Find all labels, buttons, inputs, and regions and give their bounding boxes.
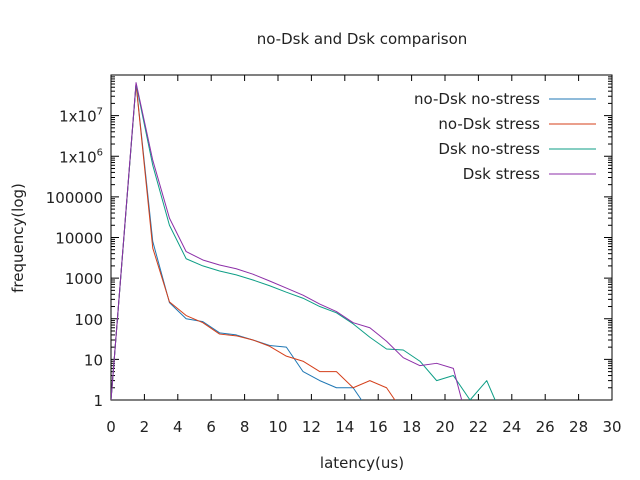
y-tick-label: 1x106: [59, 147, 103, 166]
x-axis-label: latency(us): [320, 454, 404, 472]
legend-label: no-Dsk stress: [438, 115, 540, 133]
x-tick-label: 28: [569, 418, 588, 436]
series-line-no-dsk-stress: [111, 83, 396, 400]
x-tick-label: 2: [140, 418, 150, 436]
series-line-dsk-stress: [111, 82, 463, 400]
legend-label: Dsk stress: [463, 165, 540, 183]
x-tick-label: 10: [268, 418, 287, 436]
x-tick-label: 22: [469, 418, 488, 436]
y-tick-label: 100: [74, 311, 103, 329]
x-tick-label: 26: [536, 418, 555, 436]
x-tick-label: 8: [240, 418, 250, 436]
x-tick-label: 30: [602, 418, 621, 436]
series-line-dsk-no-stress: [111, 83, 496, 400]
series-line-no-dsk-no-stress: [111, 83, 362, 400]
x-tick-label: 0: [106, 418, 116, 436]
x-tick-label: 24: [502, 418, 521, 436]
y-tick-label: 1000: [65, 270, 103, 288]
x-tick-label: 18: [402, 418, 421, 436]
y-tick-label: 1: [93, 392, 103, 410]
x-tick-label: 16: [369, 418, 388, 436]
legend: no-Dsk no-stress no-Dsk stress Dsk no-stre…: [414, 90, 596, 183]
y-tick-label: 10: [84, 351, 103, 369]
legend-label: Dsk no-stress: [438, 140, 540, 158]
x-tick-label: 20: [435, 418, 454, 436]
chart-title: no-Dsk and Dsk comparison: [257, 30, 468, 48]
y-axis-label: frequency(log): [9, 183, 27, 293]
y-tick-label: 100000: [46, 189, 103, 207]
x-tick-label: 14: [335, 418, 354, 436]
legend-label: no-Dsk no-stress: [414, 90, 540, 108]
x-tick-label: 6: [206, 418, 216, 436]
x-tick-label: 4: [173, 418, 183, 436]
x-tick-label: 12: [302, 418, 321, 436]
y-tick-label: 10000: [55, 230, 103, 248]
y-tick-label: 1x107: [59, 107, 103, 126]
